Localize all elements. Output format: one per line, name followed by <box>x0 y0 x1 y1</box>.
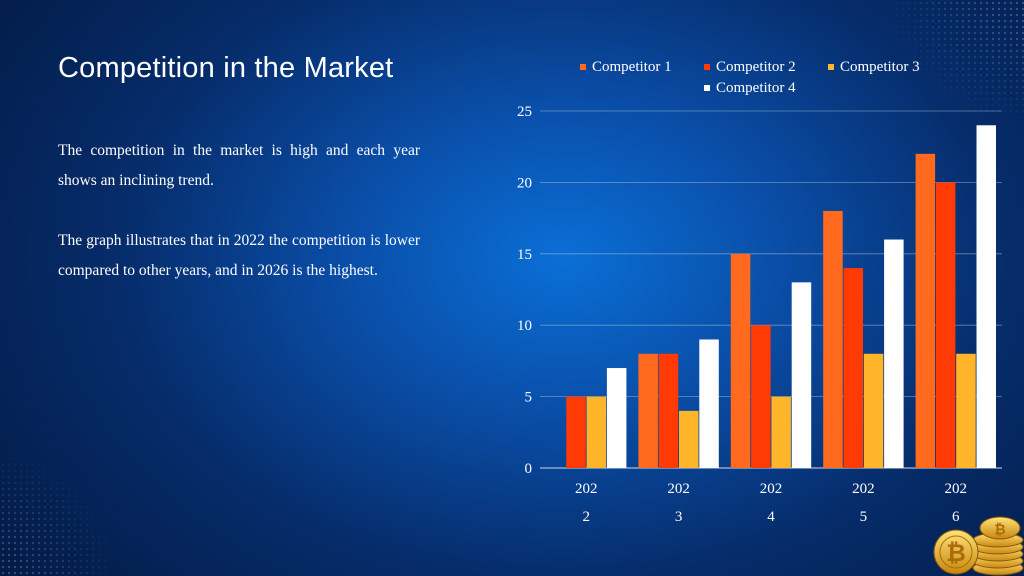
bar-competitor-4-2026 <box>976 125 996 468</box>
bar-competitor-3-2022 <box>586 396 607 468</box>
legend-label-competitor-3: Competitor 3 <box>840 59 920 75</box>
bar-competitor-1-2024 <box>730 253 751 468</box>
y-tick-label-15: 15 <box>517 247 532 263</box>
bar-competitor-1-2025 <box>823 210 843 468</box>
x-tick-label-2023: 202 3 <box>667 481 690 525</box>
bar-competitor-4-2023 <box>699 339 719 468</box>
legend-swatch-competitor-3 <box>828 64 834 70</box>
svg-text:₿: ₿ <box>946 539 966 567</box>
legend-label-competitor-4: Competitor 4 <box>716 80 796 96</box>
bar-competitor-3-2023 <box>679 410 699 468</box>
bar-competitor-3-2025 <box>863 353 884 468</box>
legend-label-competitor-2: Competitor 2 <box>716 59 796 75</box>
y-tick-label-10: 10 <box>517 318 532 334</box>
y-tick-label-5: 5 <box>525 390 533 406</box>
bar-competitor-1-2026 <box>915 153 936 468</box>
y-tick-label-0: 0 <box>525 461 533 477</box>
bar-competitor-1-2023 <box>638 353 658 468</box>
slide-title: Competition in the Market <box>58 52 394 84</box>
bar-competitor-2-2024 <box>751 325 771 468</box>
bar-competitor-2-2026 <box>935 182 956 468</box>
legend-swatch-competitor-4 <box>704 85 710 91</box>
legend-swatch-competitor-2 <box>704 64 710 70</box>
bar-competitor-3-2024 <box>771 396 791 468</box>
x-tick-label-2025: 202 5 <box>852 481 875 525</box>
legend-swatch-competitor-1 <box>580 64 586 70</box>
bar-competitor-4-2022 <box>606 368 627 468</box>
y-tick-label-20: 20 <box>517 175 532 191</box>
x-tick-label-2022: 202 2 <box>575 481 598 525</box>
bar-competitor-4-2024 <box>791 282 812 468</box>
svg-text:₿: ₿ <box>994 522 1005 538</box>
bitcoin-coin-stack-icon: ₿ ₿ <box>933 516 1024 576</box>
bar-competitor-4-2025 <box>884 239 904 468</box>
x-tick-label-2024: 202 4 <box>760 481 783 525</box>
y-tick-label-25: 25 <box>517 104 532 120</box>
bar-competitor-3-2026 <box>956 353 976 468</box>
legend-label-competitor-1: Competitor 1 <box>592 59 672 75</box>
x-tick-label-2026: 202 6 <box>945 481 968 525</box>
bar-competitor-2-2025 <box>843 268 863 468</box>
paragraph-comparison: The graph illustrates that in 2022 the c… <box>58 232 420 279</box>
bar-competitor-2-2023 <box>658 353 679 468</box>
bar-competitor-2-2022 <box>566 396 586 468</box>
paragraph-trend: The competition in the market is high an… <box>58 142 420 189</box>
